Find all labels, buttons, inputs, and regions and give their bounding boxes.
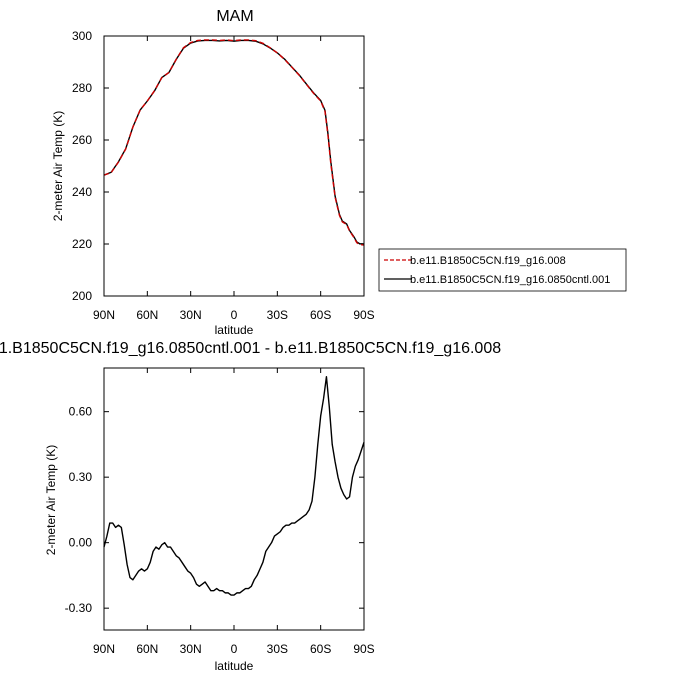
y-tick-label: 200: [72, 289, 92, 303]
y-tick-label: 300: [72, 29, 92, 43]
x-tick-label: 30S: [267, 642, 288, 656]
x-tick-label: 90N: [93, 642, 115, 656]
x-tick-label: 60S: [310, 642, 331, 656]
legend-box: [378, 248, 627, 292]
x-tick-label: 30N: [180, 308, 202, 322]
series-line-0: [103, 376, 365, 596]
plot-frame: [103, 35, 365, 297]
chart-title: b.e11.B1850C5CN.f19_g16.0850cntl.001 - b…: [0, 340, 501, 357]
x-axis-label: latitude: [215, 659, 254, 673]
panel-temperature: MAM 90N 60N 30N 0 30S 60S 90S 200 220 240 260 280 30…: [51, 8, 375, 337]
y-tick-label: 220: [72, 237, 92, 251]
x-tick-label: 0: [231, 308, 238, 322]
series-line-1: [103, 39, 365, 245]
series-line-0: [103, 39, 365, 246]
legend-label-0: b.e11.B1850C5CN.f19_g16.008: [410, 255, 566, 267]
x-axis-label: latitude: [215, 323, 254, 337]
x-tick-label: 30N: [180, 642, 202, 656]
y-axis-label: 2-meter Air Temp (K): [51, 111, 65, 221]
y-tick-label: -0.30: [65, 601, 93, 615]
x-tick-label: 90N: [93, 308, 115, 322]
panel-difference: b.e11.B1850C5CN.f19_g16.0850cntl.001 - b…: [0, 340, 501, 673]
x-tick-label: 90S: [353, 642, 374, 656]
y-tick-label: 0.00: [69, 536, 93, 550]
y-tick-label: 0.30: [69, 470, 93, 484]
y-tick-label: 240: [72, 185, 92, 199]
x-tick-label: 60N: [136, 642, 158, 656]
x-tick-label: 60S: [310, 308, 331, 322]
chart-title: MAM: [216, 8, 253, 25]
y-tick-label: 0.60: [69, 405, 93, 419]
legend: b.e11.B1850C5CN.f19_g16.008 b.e11.B1850C…: [378, 248, 627, 292]
x-tick-label: 60N: [136, 308, 158, 322]
x-tick-label: 30S: [267, 308, 288, 322]
x-tick-label: 0: [231, 642, 238, 656]
y-axis-label: 2-meter Air Temp (K): [44, 445, 58, 555]
y-tick-label: 280: [72, 81, 92, 95]
legend-label-1: b.e11.B1850C5CN.f19_g16.0850cntl.001: [410, 274, 610, 286]
x-tick-label: 90S: [353, 308, 374, 322]
y-tick-label: 260: [72, 133, 92, 147]
plot-frame: [103, 367, 365, 631]
